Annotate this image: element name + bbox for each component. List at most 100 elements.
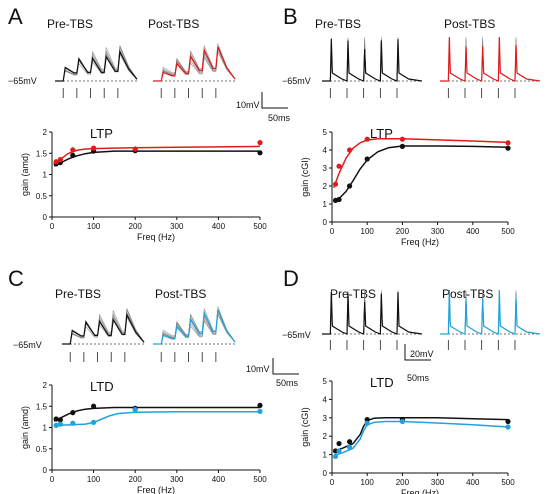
x-axis-title: Freq (Hz) bbox=[401, 488, 439, 494]
y-tick-label: 1.5 bbox=[36, 402, 48, 411]
post-trace bbox=[153, 46, 236, 82]
post-data-point bbox=[399, 418, 405, 425]
post-data-point bbox=[53, 159, 59, 165]
post-mean-trace bbox=[153, 46, 236, 82]
post-fit-line bbox=[53, 145, 261, 165]
pre-data-point bbox=[53, 416, 59, 422]
panel-b: B Pre-TBS Post-TBS −65mV 0 1 2 3 4 5 0 100 200 300 400… bbox=[282, 4, 541, 247]
y-tick-label: 1 bbox=[43, 171, 48, 180]
post-data-point bbox=[505, 140, 511, 146]
scale-voltage-label: 10mV bbox=[246, 364, 270, 374]
y-tick-label: 3 bbox=[323, 164, 328, 173]
x-tick-label: 300 bbox=[170, 475, 184, 484]
chart-title: LTP bbox=[90, 126, 113, 141]
y-tick-label: 2 bbox=[323, 182, 328, 191]
x-tick-label: 0 bbox=[50, 475, 55, 484]
pre-tbs-label: Pre-TBS bbox=[55, 287, 101, 301]
x-tick-label: 0 bbox=[330, 478, 335, 487]
y-axis-title: gain (cGI) bbox=[300, 407, 310, 447]
pre-data-point bbox=[336, 196, 342, 203]
y-tick-label: 5 bbox=[323, 377, 328, 386]
pre-data-point bbox=[364, 156, 370, 162]
pre-fit-line bbox=[53, 150, 260, 167]
pre-data-point bbox=[364, 417, 370, 423]
post-data-point bbox=[70, 147, 76, 153]
y-tick-label: 1 bbox=[43, 424, 48, 433]
scale-voltage-label: 10mV bbox=[236, 100, 260, 110]
resting-potential-label: −65mV bbox=[13, 340, 42, 350]
y-tick-label: 0 bbox=[43, 213, 48, 222]
pre-data-point bbox=[336, 440, 342, 447]
post-data-point bbox=[505, 424, 511, 430]
post-data-point bbox=[347, 444, 353, 450]
y-tick-label: 3 bbox=[323, 414, 328, 423]
post-trace bbox=[440, 37, 541, 82]
y-tick-label: 2 bbox=[323, 432, 328, 441]
post-data-point bbox=[347, 147, 353, 153]
post-fit-line bbox=[333, 420, 509, 457]
post-data-point bbox=[257, 140, 263, 146]
scale-bar bbox=[404, 344, 431, 361]
x-tick-label: 500 bbox=[501, 227, 515, 236]
post-data-point bbox=[57, 421, 63, 427]
post-tbs-label: Post-TBS bbox=[444, 17, 495, 31]
resting-potential-label: −65mV bbox=[282, 330, 311, 340]
y-tick-label: 0 bbox=[43, 466, 48, 475]
y-axis-title: gain (amd) bbox=[20, 406, 30, 449]
post-data-point bbox=[336, 448, 342, 454]
chart-title: LTP bbox=[370, 126, 393, 141]
x-tick-label: 500 bbox=[253, 475, 267, 484]
x-tick-label: 400 bbox=[466, 227, 480, 236]
pre-tbs-label: Pre-TBS bbox=[315, 17, 361, 31]
post-data-point bbox=[132, 146, 138, 152]
pre-mean-trace bbox=[322, 292, 423, 335]
post-trace bbox=[153, 309, 236, 345]
post-data-point bbox=[364, 136, 370, 142]
pre-trace bbox=[62, 311, 145, 345]
post-data-point bbox=[91, 145, 97, 151]
post-mean-trace bbox=[153, 309, 236, 345]
y-tick-label: 0 bbox=[323, 469, 328, 478]
pre-mean-trace bbox=[55, 49, 138, 82]
x-tick-label: 500 bbox=[253, 222, 267, 231]
post-mean-trace bbox=[440, 37, 541, 82]
pre-trace bbox=[322, 37, 423, 82]
pre-data-point bbox=[70, 410, 76, 416]
scale-bar bbox=[272, 358, 299, 375]
scale-time-label: 50ms bbox=[407, 373, 430, 383]
x-tick-label: 200 bbox=[129, 222, 143, 231]
pre-fit-line bbox=[333, 145, 509, 202]
post-trace bbox=[153, 47, 236, 82]
post-trace bbox=[440, 39, 541, 82]
pre-trace bbox=[322, 39, 423, 82]
y-tick-label: 1 bbox=[323, 451, 328, 460]
x-tick-label: 300 bbox=[431, 227, 445, 236]
scale-time-label: 50ms bbox=[276, 378, 299, 388]
post-data-point bbox=[57, 157, 63, 163]
x-tick-label: 0 bbox=[50, 222, 55, 231]
post-tbs-label: Post-TBS bbox=[155, 287, 206, 301]
y-tick-label: 2 bbox=[43, 381, 48, 390]
post-data-point bbox=[332, 453, 339, 460]
resting-potential-label: −65mV bbox=[8, 76, 37, 86]
post-data-point bbox=[70, 420, 76, 426]
y-tick-label: 1.5 bbox=[36, 149, 48, 158]
x-tick-label: 300 bbox=[431, 478, 445, 487]
pre-data-point bbox=[257, 402, 263, 408]
chart-title: LTD bbox=[370, 375, 394, 390]
chart-title: LTD bbox=[90, 379, 114, 394]
post-data-point bbox=[336, 163, 342, 169]
y-tick-label: 4 bbox=[323, 395, 328, 404]
y-axis-title: gain (amd) bbox=[20, 153, 30, 196]
panel-c: C Pre-TBS Post-TBS −65mV 10mV 50ms 0 0.5 1 1.5 2 0 1… bbox=[8, 266, 299, 494]
panel-letter: C bbox=[8, 266, 24, 291]
x-axis-title: Freq (Hz) bbox=[137, 485, 175, 494]
y-tick-label: 4 bbox=[323, 146, 328, 155]
y-tick-label: 0.5 bbox=[36, 192, 48, 201]
x-tick-label: 100 bbox=[361, 227, 375, 236]
panel-d: D Pre-TBS Post-TBS −65mV 20mV 50ms 0 1 2 3 4 5 0 100 2… bbox=[282, 266, 541, 494]
x-tick-label: 200 bbox=[129, 475, 143, 484]
pre-trace bbox=[55, 49, 138, 82]
x-tick-label: 300 bbox=[170, 222, 184, 231]
